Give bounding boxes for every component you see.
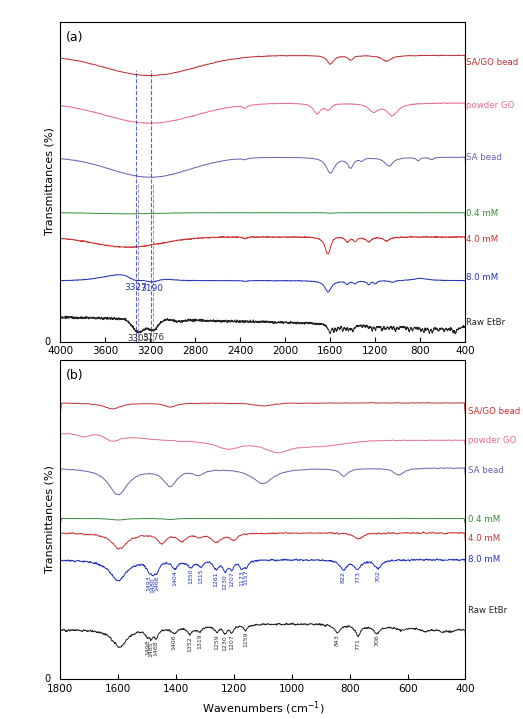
Text: powder GO: powder GO	[467, 101, 515, 110]
Text: 0.4 mM: 0.4 mM	[467, 209, 498, 218]
Text: 1159: 1159	[243, 632, 248, 647]
Text: 843: 843	[335, 634, 340, 646]
Text: Raw EtBr: Raw EtBr	[467, 319, 506, 327]
Text: 1319: 1319	[197, 633, 202, 649]
Text: 773: 773	[355, 571, 360, 582]
Text: 1259: 1259	[214, 634, 219, 649]
Text: 1468: 1468	[154, 641, 159, 656]
Text: 0.4 mM: 0.4 mM	[468, 515, 500, 523]
Text: 706: 706	[374, 635, 379, 646]
Text: 8.0 mM: 8.0 mM	[467, 273, 498, 282]
Text: 3190: 3190	[140, 284, 163, 293]
Text: 771: 771	[356, 638, 360, 650]
Text: 1485: 1485	[149, 641, 154, 656]
Text: powder GO: powder GO	[468, 436, 516, 445]
Text: 1157: 1157	[244, 569, 249, 585]
Text: SA bead: SA bead	[468, 467, 504, 475]
Text: 3176: 3176	[142, 333, 164, 342]
Text: SA/GO bead: SA/GO bead	[468, 406, 520, 415]
Text: 1493: 1493	[146, 575, 152, 591]
Y-axis label: Transmittances (%): Transmittances (%)	[44, 127, 54, 236]
Text: SA/GO bead: SA/GO bead	[467, 58, 519, 67]
Text: 0: 0	[44, 674, 50, 684]
Text: 1404: 1404	[172, 571, 177, 587]
Y-axis label: Transmittances (%): Transmittances (%)	[44, 465, 54, 574]
X-axis label: Wavenumbers (cm$^{-1}$): Wavenumbers (cm$^{-1}$)	[201, 362, 324, 380]
Text: 0: 0	[44, 336, 50, 347]
Text: (a): (a)	[66, 31, 84, 44]
X-axis label: Wavenumbers (cm$^{-1}$): Wavenumbers (cm$^{-1}$)	[201, 700, 324, 718]
Text: 1230: 1230	[223, 574, 228, 590]
Text: 1466: 1466	[154, 575, 160, 591]
Text: 1207: 1207	[229, 572, 234, 587]
Text: 1350: 1350	[188, 569, 193, 585]
Text: Raw EtBr: Raw EtBr	[468, 606, 507, 615]
Text: 3305: 3305	[128, 334, 150, 344]
Text: 1230: 1230	[223, 635, 228, 651]
Text: (b): (b)	[66, 369, 84, 382]
Text: 1315: 1315	[198, 568, 203, 584]
Text: SA bead: SA bead	[467, 153, 502, 162]
Text: 822: 822	[341, 572, 346, 584]
Text: 702: 702	[376, 570, 381, 582]
Text: 1480: 1480	[150, 577, 155, 592]
Text: 3327: 3327	[124, 283, 147, 292]
Text: 1498: 1498	[145, 639, 150, 655]
Text: 1352: 1352	[187, 636, 192, 652]
Text: 1261: 1261	[214, 572, 219, 587]
Text: 8.0 mM: 8.0 mM	[468, 554, 500, 564]
Text: 4.0 mM: 4.0 mM	[467, 235, 498, 244]
Text: 1406: 1406	[172, 635, 177, 651]
Text: 1207: 1207	[229, 634, 234, 650]
Text: 1173: 1173	[239, 571, 244, 587]
Text: 4.0 mM: 4.0 mM	[468, 534, 500, 543]
